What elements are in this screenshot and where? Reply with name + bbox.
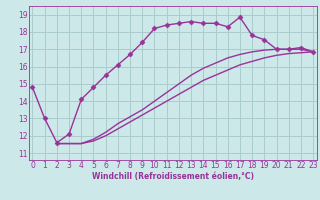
X-axis label: Windchill (Refroidissement éolien,°C): Windchill (Refroidissement éolien,°C) [92,172,254,181]
